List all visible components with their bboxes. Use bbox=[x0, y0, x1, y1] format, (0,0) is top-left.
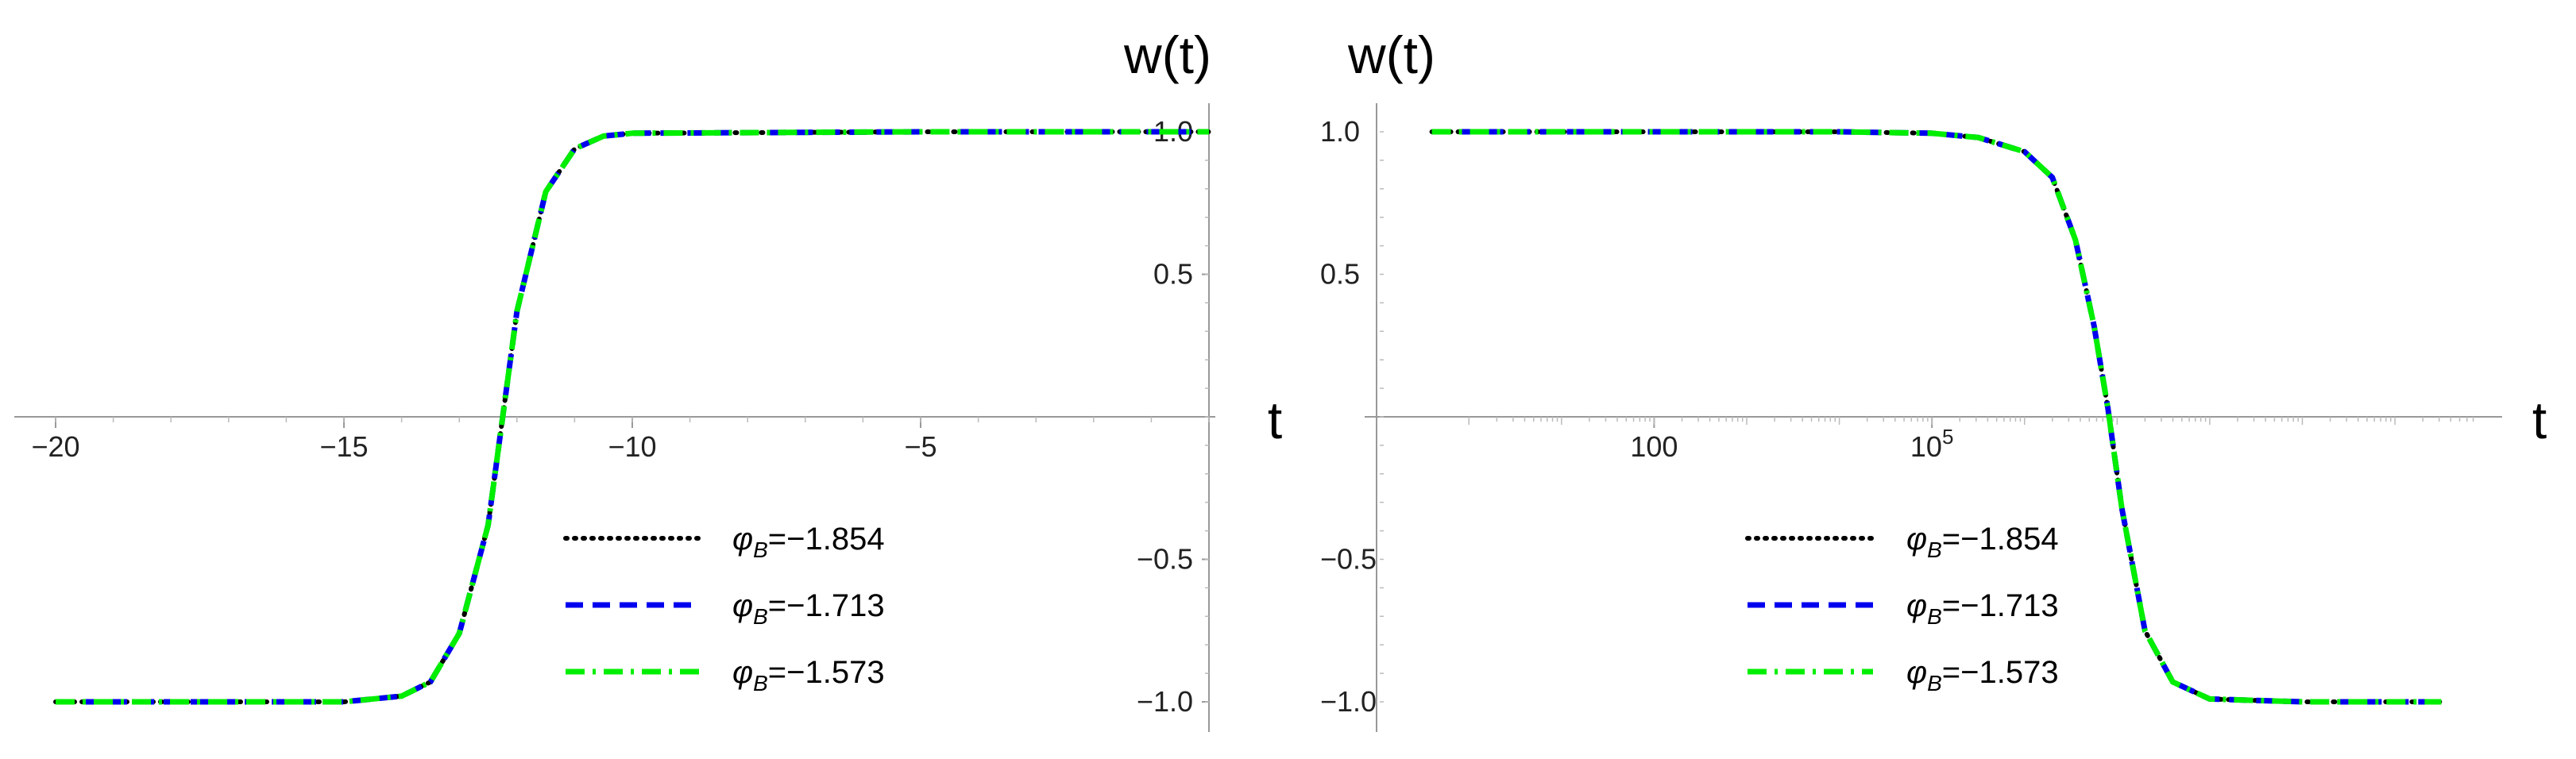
y-tick-label-3: −1.0 bbox=[1137, 685, 1193, 718]
y-tick-label-2: −0.5 bbox=[1320, 543, 1377, 576]
y-tick-label-1: 0.5 bbox=[1320, 258, 1360, 291]
left-series-group bbox=[53, 129, 1211, 705]
right-legend-label-1: φB=−1.854 bbox=[1906, 522, 2059, 562]
left-plot-panel: 1.00.5−0.5−1.0−20 −15 −10 −5 w(t) t φB=−1.8… bbox=[14, 25, 1282, 732]
right-series-group bbox=[1429, 129, 2444, 705]
y-tick-label-2: −0.5 bbox=[1137, 543, 1193, 576]
x-tick-label-0: −20 bbox=[31, 430, 79, 463]
right-legend: φB=−1.854 φB=−1.713 φB=−1.573 bbox=[1745, 522, 2059, 695]
left-legend-label-1: φB=−1.854 bbox=[732, 522, 885, 562]
right-xlabel: t bbox=[2532, 391, 2547, 449]
left-ticks: 1.00.5−0.5−1.0−20 −15 −10 −5 bbox=[31, 115, 1210, 718]
left-xlabel: t bbox=[1268, 391, 1282, 449]
x-tick-label-2: −10 bbox=[608, 430, 656, 463]
series-line-3 bbox=[56, 129, 1209, 705]
left-legend-label-3: φB=−1.573 bbox=[732, 655, 885, 695]
x-tick-label-3: −5 bbox=[904, 430, 937, 463]
x-tick-label-0: 100 bbox=[1630, 430, 1678, 463]
y-tick-label-0: 1.0 bbox=[1320, 115, 1360, 148]
y-tick-label-3: −1.0 bbox=[1320, 685, 1377, 718]
series-line-2 bbox=[1431, 129, 2442, 705]
right-legend-label-2: φB=−1.713 bbox=[1906, 588, 2059, 629]
right-ylabel: w(t) bbox=[1347, 25, 1435, 84]
y-tick-label-1: 0.5 bbox=[1153, 258, 1193, 291]
left-legend: φB=−1.854 φB=−1.713 φB=−1.573 bbox=[563, 522, 885, 695]
left-ylabel: w(t) bbox=[1123, 25, 1211, 84]
x-tick-label-1: −15 bbox=[319, 430, 368, 463]
left-legend-label-2: φB=−1.713 bbox=[732, 588, 885, 629]
right-legend-label-3: φB=−1.573 bbox=[1906, 655, 2059, 695]
